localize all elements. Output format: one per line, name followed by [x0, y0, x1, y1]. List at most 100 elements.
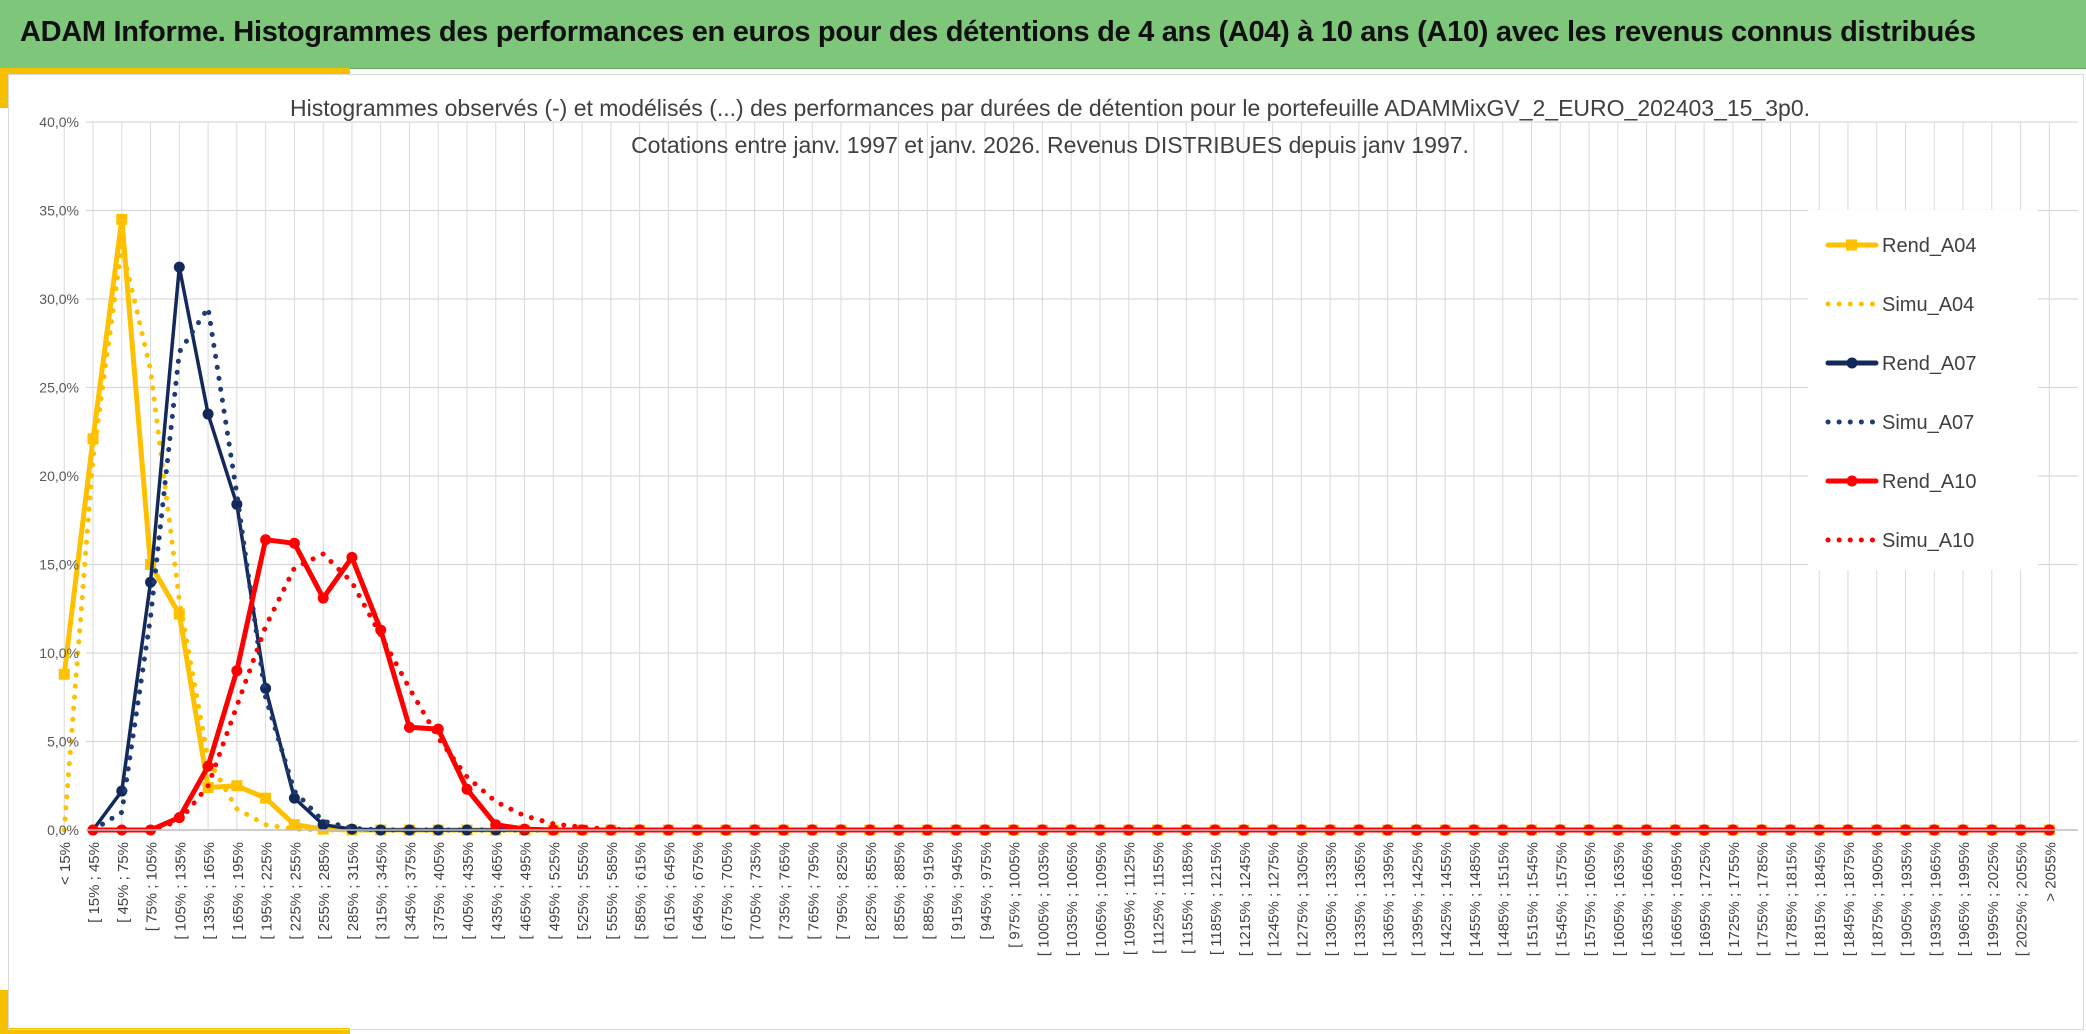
x-tick-label: < 15% [57, 842, 74, 885]
x-tick-label: [ 1785% ; 1815% [1783, 842, 1800, 956]
x-tick-label: [ 1665% ; 1695% [1668, 842, 1685, 956]
legend-label-rend_a10: Rend_A10 [1882, 471, 1977, 493]
x-tick-label: [ 975% ; 1005% [1007, 842, 1024, 948]
x-tick-label: [ 1935% ; 1965% [1927, 842, 1944, 956]
data-point-rend_a07 [145, 576, 157, 588]
x-tick-label: [ 1755% ; 1785% [1755, 842, 1772, 956]
data-point-rend_a10 [490, 819, 502, 831]
data-point-rend_a10 [288, 537, 300, 549]
x-tick-label: [ 1275% ; 1305% [1294, 842, 1311, 956]
accent-bar-bottom [0, 1028, 350, 1034]
x-tick-label: [ 465% ; 495% [518, 842, 535, 940]
x-tick-label: [ 45% ; 75% [115, 842, 132, 923]
legend-label-rend_a04: Rend_A04 [1882, 235, 1977, 257]
x-tick-label: [ 405% ; 435% [460, 842, 477, 940]
x-tick-label: [ 1845% ; 1875% [1841, 842, 1858, 956]
x-tick-label: [ 1725% ; 1755% [1726, 842, 1743, 956]
x-tick-label: [ 1635% ; 1665% [1640, 842, 1657, 956]
x-tick-label: [ 615% ; 645% [661, 842, 678, 940]
x-tick-label: [ 585% ; 615% [633, 842, 650, 940]
x-tick-label: [ 1335% ; 1365% [1352, 842, 1369, 956]
y-tick-label: 0,0% [47, 822, 79, 838]
data-point-rend_a10 [461, 783, 473, 795]
data-point-rend_a10 [519, 823, 531, 835]
x-tick-label: [ 795% ; 825% [834, 842, 851, 940]
x-tick-label: [ 1875% ; 1905% [1870, 842, 1887, 956]
y-tick-label: 35,0% [39, 203, 79, 219]
x-tick-label: [ 945% ; 975% [978, 842, 995, 940]
x-tick-label: [ 1575% ; 1605% [1582, 842, 1599, 956]
legend-label-simu_a07: Simu_A07 [1882, 412, 1974, 434]
series-line-rend_a04 [61, 216, 2052, 833]
x-tick-label: [ 1905% ; 1935% [1899, 842, 1916, 956]
x-tick-label: [ 645% ; 675% [690, 842, 707, 940]
x-tick-label: [ 135% ; 165% [201, 842, 218, 940]
x-tick-label: [ 885% ; 915% [920, 842, 937, 940]
x-tick-label: [ 345% ; 375% [402, 842, 419, 940]
y-tick-label: 5,0% [47, 734, 79, 750]
x-tick-label: [ 1065% ; 1095% [1093, 842, 1110, 956]
title-banner: ADAM Informe. Histogrammes des performan… [0, 0, 2086, 69]
legend-marker [1846, 239, 1857, 251]
x-tick-label: [ 1965% ; 1995% [1956, 842, 1973, 956]
x-tick-label: [ 255% ; 285% [316, 842, 333, 940]
data-point-rend_a04 [260, 792, 272, 804]
x-tick-label: [ 1395% ; 1425% [1409, 842, 1426, 956]
x-tick-label: [ 165% ; 195% [230, 842, 247, 940]
x-tick-label: [ 285% ; 315% [345, 842, 362, 940]
x-tick-label: [ 735% ; 765% [776, 842, 793, 940]
x-tick-label: [ 1695% ; 1725% [1697, 842, 1714, 956]
accent-bar-left-top [0, 68, 8, 108]
data-point-rend_a10 [202, 760, 214, 772]
x-tick-label: [ 105% ; 135% [172, 842, 189, 940]
x-tick-label: [ 825% ; 855% [863, 842, 880, 940]
legend-marker [1846, 475, 1858, 487]
y-tick-label: 40,0% [39, 114, 79, 130]
x-tick-label: [ 1605% ; 1635% [1611, 842, 1628, 956]
x-tick-label: [ 1125% ; 1155% [1150, 842, 1167, 954]
data-point-rend_a10 [260, 534, 272, 546]
data-point-rend_a10 [403, 721, 415, 733]
data-point-rend_a07 [173, 261, 185, 273]
x-tick-label: [ 1995% ; 2025% [1985, 842, 2002, 956]
x-tick-label: [ 675% ; 705% [719, 842, 736, 940]
data-point-rend_a10 [375, 624, 387, 636]
x-tick-label: [ 1485% ; 1515% [1496, 842, 1513, 956]
chart-title-line: Cotations entre janv. 1997 et janv. 2026… [631, 132, 1469, 158]
data-point-rend_a04 [58, 668, 70, 680]
y-tick-label: 20,0% [39, 468, 79, 484]
x-tick-label: [ 1035% ; 1065% [1064, 842, 1081, 956]
data-point-rend_a07 [288, 792, 300, 804]
chart-title-line: Histogrammes observés (-) et modélisés (… [290, 95, 1810, 121]
y-tick-label: 10,0% [39, 645, 79, 661]
x-tick-label: [ 1545% ; 1575% [1553, 842, 1570, 956]
page-title: ADAM Informe. Histogrammes des performan… [20, 16, 1976, 48]
data-point-rend_a04 [116, 213, 128, 225]
data-point-rend_a04 [87, 433, 99, 445]
x-tick-label: [ 2025% ; 2055% [2014, 842, 2031, 956]
x-tick-label: [ 195% ; 225% [259, 842, 276, 940]
x-tick-label: [ 1095% ; 1125% [1122, 842, 1139, 955]
x-tick-label: [ 1455% ; 1485% [1467, 842, 1484, 956]
x-tick-label: [ 495% ; 525% [546, 842, 563, 940]
x-tick-label: [ 1185% ; 1215% [1208, 842, 1225, 955]
data-point-rend_a10 [346, 551, 358, 563]
data-point-rend_a07 [202, 408, 214, 420]
accent-bar-top [0, 68, 350, 74]
x-tick-label: [ 315% ; 345% [374, 842, 391, 940]
y-tick-label: 30,0% [39, 291, 79, 307]
x-tick-label: [ 1005% ; 1035% [1035, 842, 1052, 956]
x-tick-label: [ 1155% ; 1185% [1179, 842, 1196, 954]
data-point-rend_a04 [231, 780, 243, 792]
data-point-rend_a04 [288, 819, 300, 831]
legend-label-rend_a07: Rend_A07 [1882, 353, 1977, 375]
x-tick-label: [ 1245% ; 1275% [1266, 842, 1283, 956]
x-tick-label: [ 1425% ; 1455% [1438, 842, 1455, 956]
x-tick-label: [ 75% ; 105% [144, 842, 161, 931]
data-point-rend_a10 [231, 665, 243, 677]
x-tick-label: [ 525% ; 555% [575, 842, 592, 940]
x-tick-label: [ 1515% ; 1545% [1525, 842, 1542, 956]
x-tick-label: [ 435% ; 465% [489, 842, 506, 940]
series-line-simu_a04 [61, 243, 2052, 833]
